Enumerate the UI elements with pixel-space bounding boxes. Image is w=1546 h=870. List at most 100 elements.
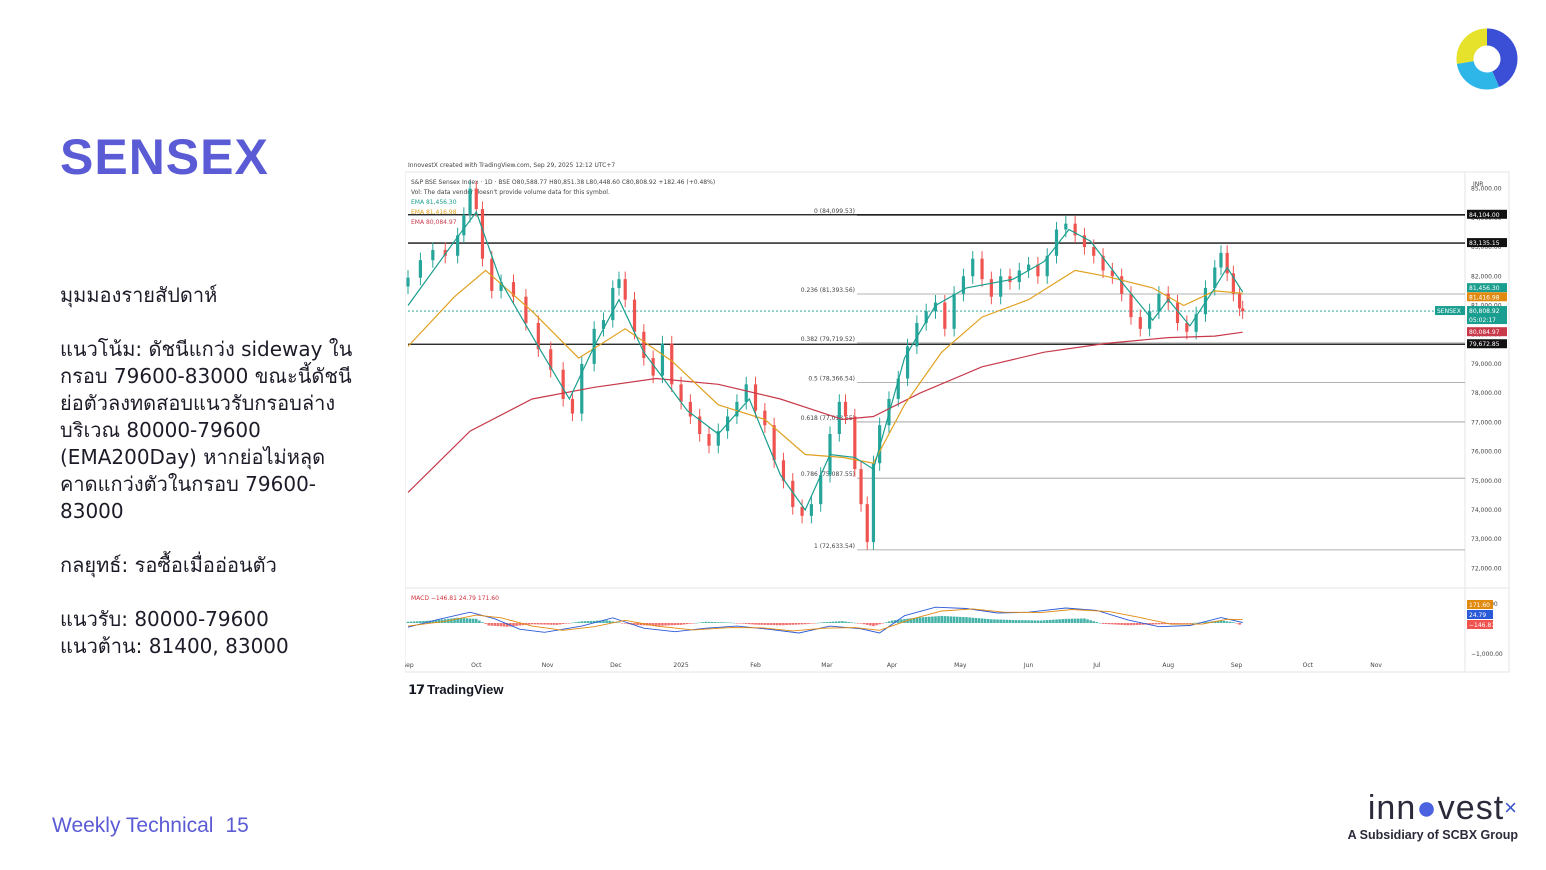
x-tick-label: Apr [887,662,898,669]
candle-body [1241,308,1245,312]
macd-histogram-bar [1170,623,1173,624]
macd-histogram-bar [484,623,487,624]
macd-histogram-bar [685,623,689,625]
macd-histogram-bar [1064,618,1068,623]
macd-histogram-bar [698,622,701,624]
macd-histogram-bar [512,623,515,627]
macd-histogram-bar [416,621,419,623]
y-tick-label: 76,000.00 [1471,449,1502,456]
macd-histogram-bar [968,617,971,623]
macd-histogram-bar [952,616,956,623]
x-tick-label: Sep [405,662,414,669]
macd-histogram-bar [1089,620,1092,623]
macd-histogram-bar [1011,619,1015,623]
macd-histogram-bar [599,620,602,623]
y-tick-label: 75,000.00 [1471,478,1502,485]
macd-histogram-bar [797,623,801,625]
macd-histogram-bar [555,623,559,625]
macd-histogram-bar [1157,623,1161,625]
macd-histogram-bar [959,616,962,623]
macd-histogram-bar [689,623,692,624]
volume-note-text: Vol: The data vendor doesn't provide vol… [411,189,610,196]
candle-body [1120,276,1124,294]
candle-body [632,299,637,332]
macd-histogram-bar [1188,623,1192,624]
macd-histogram-bar [1176,623,1179,624]
macd-histogram-bar [1123,623,1127,626]
macd-histogram-bar [1033,620,1037,623]
ema-mid-line [407,269,1243,464]
candle-body [1175,302,1180,323]
candle-body [896,378,900,399]
macd-histogram-bar [1042,620,1046,623]
brand-o-icon: ● [1416,789,1438,827]
macd-histogram-bar [1154,623,1158,625]
macd-histogram-bar [453,618,456,623]
macd-histogram-bar [1036,620,1040,623]
macd-histogram-bar [543,623,546,625]
macd-histogram-bar [713,622,717,623]
candle-body [698,416,702,435]
macd-histogram-bar [1092,621,1096,623]
tradingview-logo-icon: 𝟭𝟳 [408,682,425,697]
y-tick-label: 74,000.00 [1471,507,1502,514]
macd-histogram-bar [561,623,565,624]
ema-legend-2: EMA 80,084.97 [411,219,457,226]
macd-histogram-bar [474,618,478,623]
candle-body [989,279,993,297]
macd-histogram-bar [633,623,636,625]
macd-histogram-bar [1111,623,1114,625]
candle-body [480,209,485,259]
candle-body [859,469,863,505]
y-tick-label: 77,000.00 [1471,419,1502,426]
candle-body [623,279,627,300]
macd-histogram-bar [763,623,767,625]
macd-histogram-bar [769,623,773,626]
macd-histogram-bar [881,623,885,624]
price-badge-text: 80,084.97 [1469,329,1500,336]
macd-histogram-bar [748,623,751,625]
macd-histogram-bar [816,622,819,624]
candle-body [716,431,720,446]
macd-histogram-bar [478,620,481,623]
macd-histogram-bar [1132,623,1136,626]
candle-body [1231,273,1235,294]
macd-histogram-bar [977,618,981,623]
macd-histogram-bar [1235,623,1238,624]
macd-histogram-bar [505,623,509,627]
price-badge-text: 81,456.30 [1469,285,1500,292]
macd-histogram-bar [1107,623,1111,625]
candle-body [781,460,786,481]
macd-histogram-bar [1073,618,1077,623]
macd-histogram-bar [965,617,968,623]
macd-histogram-bar [509,623,512,627]
macd-histogram-bar [844,621,847,623]
candle-body [1185,322,1189,332]
macd-histogram-bar [822,622,826,623]
candle-body [1237,293,1242,309]
candle-body [499,282,503,291]
macd-histogram-bar [605,620,608,623]
macd-histogram-bar [779,623,782,626]
macd-histogram-bar [1163,623,1167,625]
candle-body [865,504,869,543]
macd-histogram-bar [465,618,469,623]
macd-histogram-bar [521,623,525,626]
candle-body [570,398,575,414]
macd-histogram-bar [862,623,866,625]
macd-histogram-bar [568,623,571,624]
macd-histogram-bar [496,623,500,627]
macd-histogram-bar [654,623,658,626]
candle-body [1213,267,1217,288]
macd-histogram-bar [1185,623,1189,624]
level-badge-text: 79,672.85 [1469,341,1500,348]
macd-histogram-bar [819,622,822,624]
commentary-text: มุมมองรายสัปดาห์ แนวโน้ม: ดัชนีแกว่ง sid… [60,282,390,687]
macd-histogram-bar [841,621,844,623]
candle-body [679,384,683,402]
level-badge-text: 84,104.00 [1469,212,1500,219]
macd-histogram-bar [564,623,568,624]
macd-histogram-bar [499,623,503,627]
macd-histogram-bar [1095,622,1099,623]
macd-histogram-bar [1104,623,1108,625]
